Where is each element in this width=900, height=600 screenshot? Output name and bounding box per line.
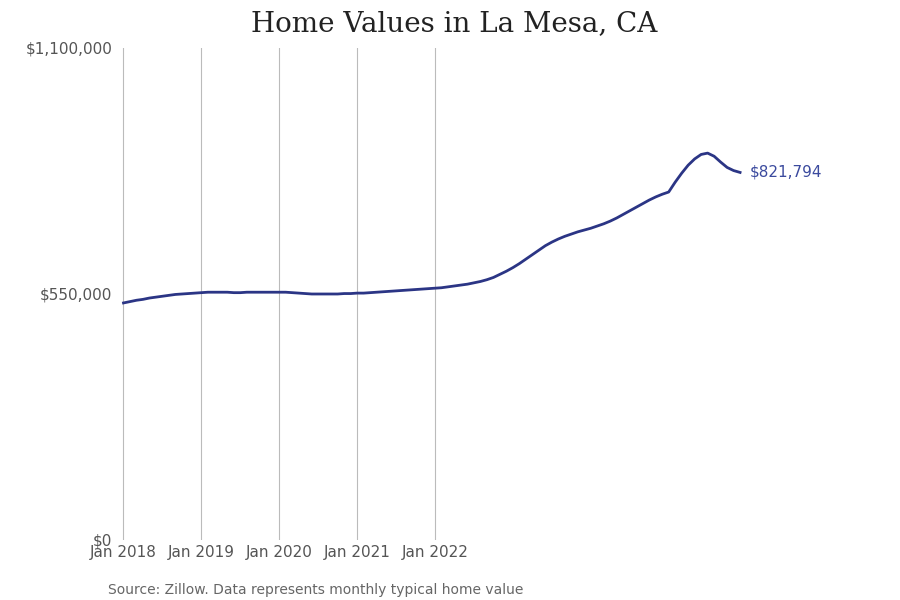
- Text: Source: Zillow. Data represents monthly typical home value: Source: Zillow. Data represents monthly …: [108, 583, 524, 597]
- Text: $821,794: $821,794: [750, 165, 823, 180]
- Title: Home Values in La Mesa, CA: Home Values in La Mesa, CA: [251, 10, 658, 37]
